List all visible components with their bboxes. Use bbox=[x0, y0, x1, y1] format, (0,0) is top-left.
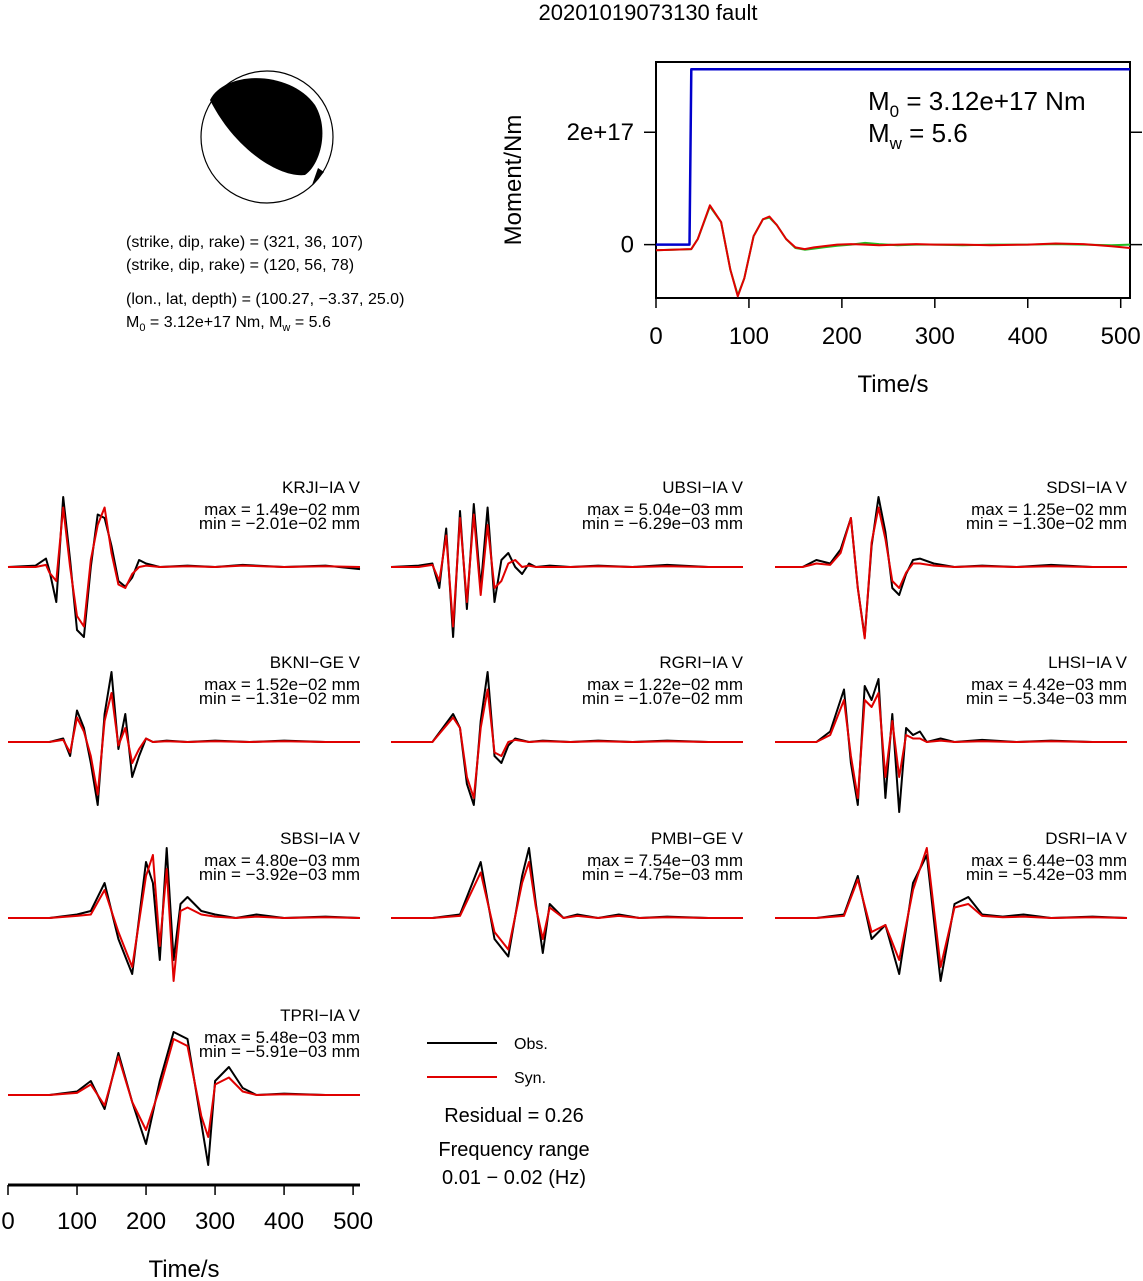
waveform-xtick-label: 100 bbox=[57, 1208, 97, 1235]
station-max: max = 7.54e−03 mm bbox=[587, 851, 743, 870]
syn-trace bbox=[775, 847, 1128, 968]
syn-trace bbox=[8, 692, 360, 796]
moment-ytick-label: 2e+17 bbox=[567, 119, 634, 146]
station-max: max = 1.49e−02 mm bbox=[204, 500, 360, 519]
station-name: SDSI−IA V bbox=[1046, 478, 1127, 497]
moment-xtick-label: 100 bbox=[729, 323, 769, 350]
obs-trace bbox=[8, 847, 361, 975]
syn-trace bbox=[8, 854, 361, 982]
moment-chart: 02e+170 100 200 300 400 500 M0 = 3.12e+17 Nm … bbox=[500, 61, 1142, 398]
station-max: max = 1.22e−02 mm bbox=[587, 675, 743, 694]
syn-trace bbox=[391, 688, 743, 799]
legend-syn-label: Syn. bbox=[514, 1070, 546, 1087]
focal-plane-1: (strike, dip, rake) = (321, 36, 107) bbox=[126, 234, 363, 251]
syn-trace bbox=[8, 506, 361, 628]
waveform-time-axis: 0 100 200 300 400 500 bbox=[1, 1183, 373, 1235]
station-name: UBSI−IA V bbox=[662, 478, 743, 497]
focal-location: (lon., lat, depth) = (100.27, −3.37, 25.… bbox=[126, 291, 404, 308]
station-max: max = 5.48e−03 mm bbox=[204, 1028, 360, 1047]
station-min: min = −5.42e−03 mm bbox=[966, 865, 1127, 884]
station-max: max = 5.04e−03 mm bbox=[587, 500, 743, 519]
moment-xlabel: Time/s bbox=[857, 371, 928, 398]
station-min: min = −5.91e−03 mm bbox=[199, 1042, 360, 1061]
moment-m0-label: M0 = 3.12e+17 Nm bbox=[868, 86, 1086, 121]
station-min: min = −6.29e−03 mm bbox=[582, 514, 743, 533]
moment-xtick-label: 500 bbox=[1101, 323, 1141, 350]
waveform-xtick-label: 0 bbox=[1, 1208, 14, 1235]
station-name: RGRI−IA V bbox=[659, 653, 743, 672]
syn-trace bbox=[775, 692, 1127, 799]
frequency-title: Frequency range bbox=[438, 1139, 589, 1161]
obs-trace bbox=[775, 854, 1128, 982]
station-name: TPRI−IA V bbox=[280, 1006, 360, 1025]
station-min: min = −5.34e−03 mm bbox=[966, 689, 1127, 708]
station-min: min = −1.07e−02 mm bbox=[582, 689, 743, 708]
station-max: max = 4.80e−03 mm bbox=[204, 851, 360, 870]
syn-trace bbox=[391, 513, 743, 628]
station-min: min = −1.31e−02 mm bbox=[199, 689, 360, 708]
station-min: min = −4.75e−03 mm bbox=[582, 865, 743, 884]
beachball-icon bbox=[200, 70, 334, 204]
station-min: min = −2.01e−02 mm bbox=[199, 514, 360, 533]
moment-ylabel: Moment/Nm bbox=[500, 115, 527, 246]
station-name: BKNI−GE V bbox=[270, 653, 361, 672]
moment-xtick-label: 200 bbox=[822, 323, 862, 350]
station-name: DSRI−IA V bbox=[1045, 829, 1127, 848]
station-max: max = 6.44e−03 mm bbox=[971, 851, 1127, 870]
focal-moment: M0 = 3.12e+17 Nm, Mw = 5.6 bbox=[126, 314, 331, 334]
moment-xtick-label: 0 bbox=[649, 323, 662, 350]
residual-text: Residual = 0.26 bbox=[444, 1105, 584, 1127]
station-max: max = 1.25e−02 mm bbox=[971, 500, 1127, 519]
station-min: min = −1.30e−02 mm bbox=[966, 514, 1127, 533]
syn-trace bbox=[391, 861, 743, 951]
frequency-range: 0.01 − 0.02 (Hz) bbox=[442, 1167, 586, 1189]
station-name: SBSI−IA V bbox=[280, 829, 361, 848]
waveform-xtick-label: 500 bbox=[333, 1208, 373, 1235]
syn-trace bbox=[8, 1038, 360, 1138]
station-name: PMBI−GE V bbox=[651, 829, 744, 848]
syn-trace bbox=[775, 506, 1127, 640]
legend: Obs. Syn. bbox=[427, 1036, 548, 1087]
legend-obs-label: Obs. bbox=[514, 1036, 548, 1053]
station-name: KRJI−IA V bbox=[282, 478, 361, 497]
focal-plane-2: (strike, dip, rake) = (120, 56, 78) bbox=[126, 257, 354, 274]
moment-xtick-label: 300 bbox=[915, 323, 955, 350]
moment-xtick-label: 400 bbox=[1008, 323, 1048, 350]
moment-mw-label: Mw = 5.6 bbox=[868, 118, 968, 153]
moment-ytick-label: 0 bbox=[621, 232, 634, 259]
waveform-xlabel: Time/s bbox=[148, 1256, 219, 1281]
station-name: LHSI−IA V bbox=[1048, 653, 1128, 672]
figure-title: 20201019073130 fault bbox=[539, 0, 758, 25]
station-max: max = 1.52e−02 mm bbox=[204, 675, 360, 694]
station-max: max = 4.42e−03 mm bbox=[971, 675, 1127, 694]
waveform-xtick-label: 300 bbox=[195, 1208, 235, 1235]
waveform-xtick-label: 200 bbox=[126, 1208, 166, 1235]
station-min: min = −3.92e−03 mm bbox=[199, 865, 360, 884]
waveform-xtick-label: 400 bbox=[264, 1208, 304, 1235]
moment-series-0 bbox=[656, 68, 1130, 246]
moment-plot-frame bbox=[655, 61, 1131, 299]
moment-series-2 bbox=[655, 204, 1131, 298]
